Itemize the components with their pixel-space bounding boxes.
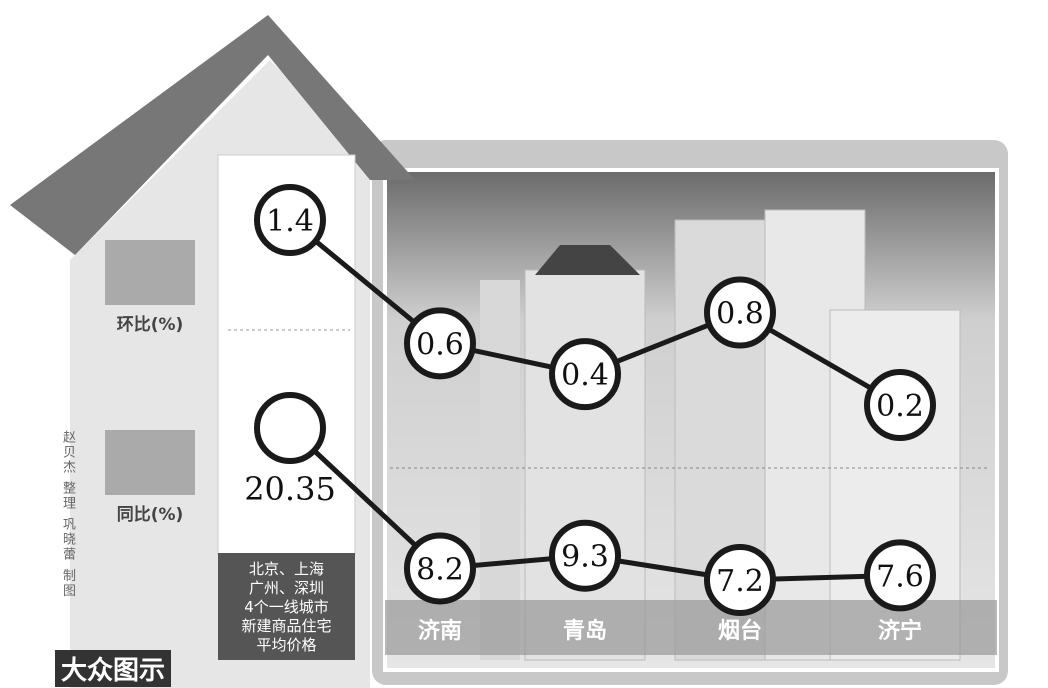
credit: 赵贝杰 整理 巩晓蕾 制图 — [60, 430, 75, 599]
legend-label: 同比(%) — [117, 504, 184, 525]
point — [549, 519, 621, 592]
point — [404, 532, 476, 605]
brand: 大众图示 — [55, 650, 172, 687]
point — [704, 276, 776, 349]
value-label: 0.2 — [876, 389, 924, 424]
point — [254, 392, 326, 464]
category-label: 济南 — [418, 618, 462, 644]
point — [404, 307, 476, 380]
value-label: 0.8 — [716, 297, 764, 332]
point — [864, 539, 936, 612]
category-label: 青岛 — [563, 618, 607, 644]
value-label: 20.35 — [244, 470, 336, 508]
value-label: 9.3 — [561, 540, 609, 575]
category-label: 济宁 — [878, 618, 922, 644]
point — [704, 544, 776, 616]
value-label: 0.6 — [416, 327, 464, 362]
category-label: 北京、上海 广州、深圳 4个一线城市 新建商品住宅 平均价格 — [241, 560, 332, 654]
category-label: 烟台 — [718, 618, 762, 644]
value-label: 0.4 — [561, 358, 609, 393]
point — [549, 338, 621, 411]
value-label: 7.6 — [876, 559, 924, 594]
background — [10, 15, 1008, 688]
value-label: 7.2 — [716, 564, 764, 599]
value-label: 1.4 — [266, 204, 314, 239]
point — [254, 184, 326, 256]
value-label: 8.2 — [416, 552, 464, 587]
point — [864, 369, 936, 441]
legend-label: 环比(%) — [117, 314, 184, 335]
